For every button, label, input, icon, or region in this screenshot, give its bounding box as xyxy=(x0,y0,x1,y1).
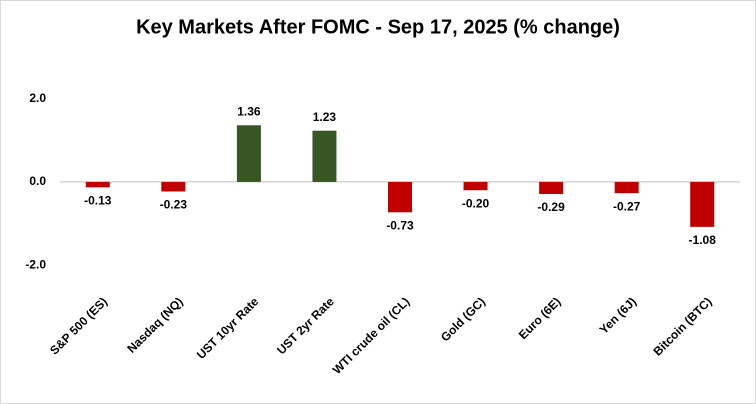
data-label: 1.36 xyxy=(237,104,261,118)
bar xyxy=(614,181,639,194)
data-label: -0.23 xyxy=(160,198,188,212)
y-tick-label: -2.0 xyxy=(25,257,46,271)
bar xyxy=(85,181,110,188)
data-label: -0.13 xyxy=(84,193,112,207)
data-label: -0.20 xyxy=(462,196,490,210)
chart-title: Key Markets After FOMC - Sep 17, 2025 (%… xyxy=(136,16,620,38)
bar xyxy=(690,181,715,227)
bar xyxy=(463,181,488,191)
y-tick-label: 0.0 xyxy=(29,174,46,188)
data-label: -0.73 xyxy=(386,218,414,232)
data-label: 1.23 xyxy=(313,110,337,124)
bar xyxy=(236,125,261,182)
data-label: -0.27 xyxy=(613,199,641,213)
data-label: -0.29 xyxy=(537,200,565,214)
y-tick-label: 2.0 xyxy=(29,91,46,105)
data-label: -1.08 xyxy=(689,233,717,247)
bar xyxy=(312,130,337,182)
bar xyxy=(161,181,186,192)
bar xyxy=(539,181,564,194)
bar xyxy=(388,181,412,213)
